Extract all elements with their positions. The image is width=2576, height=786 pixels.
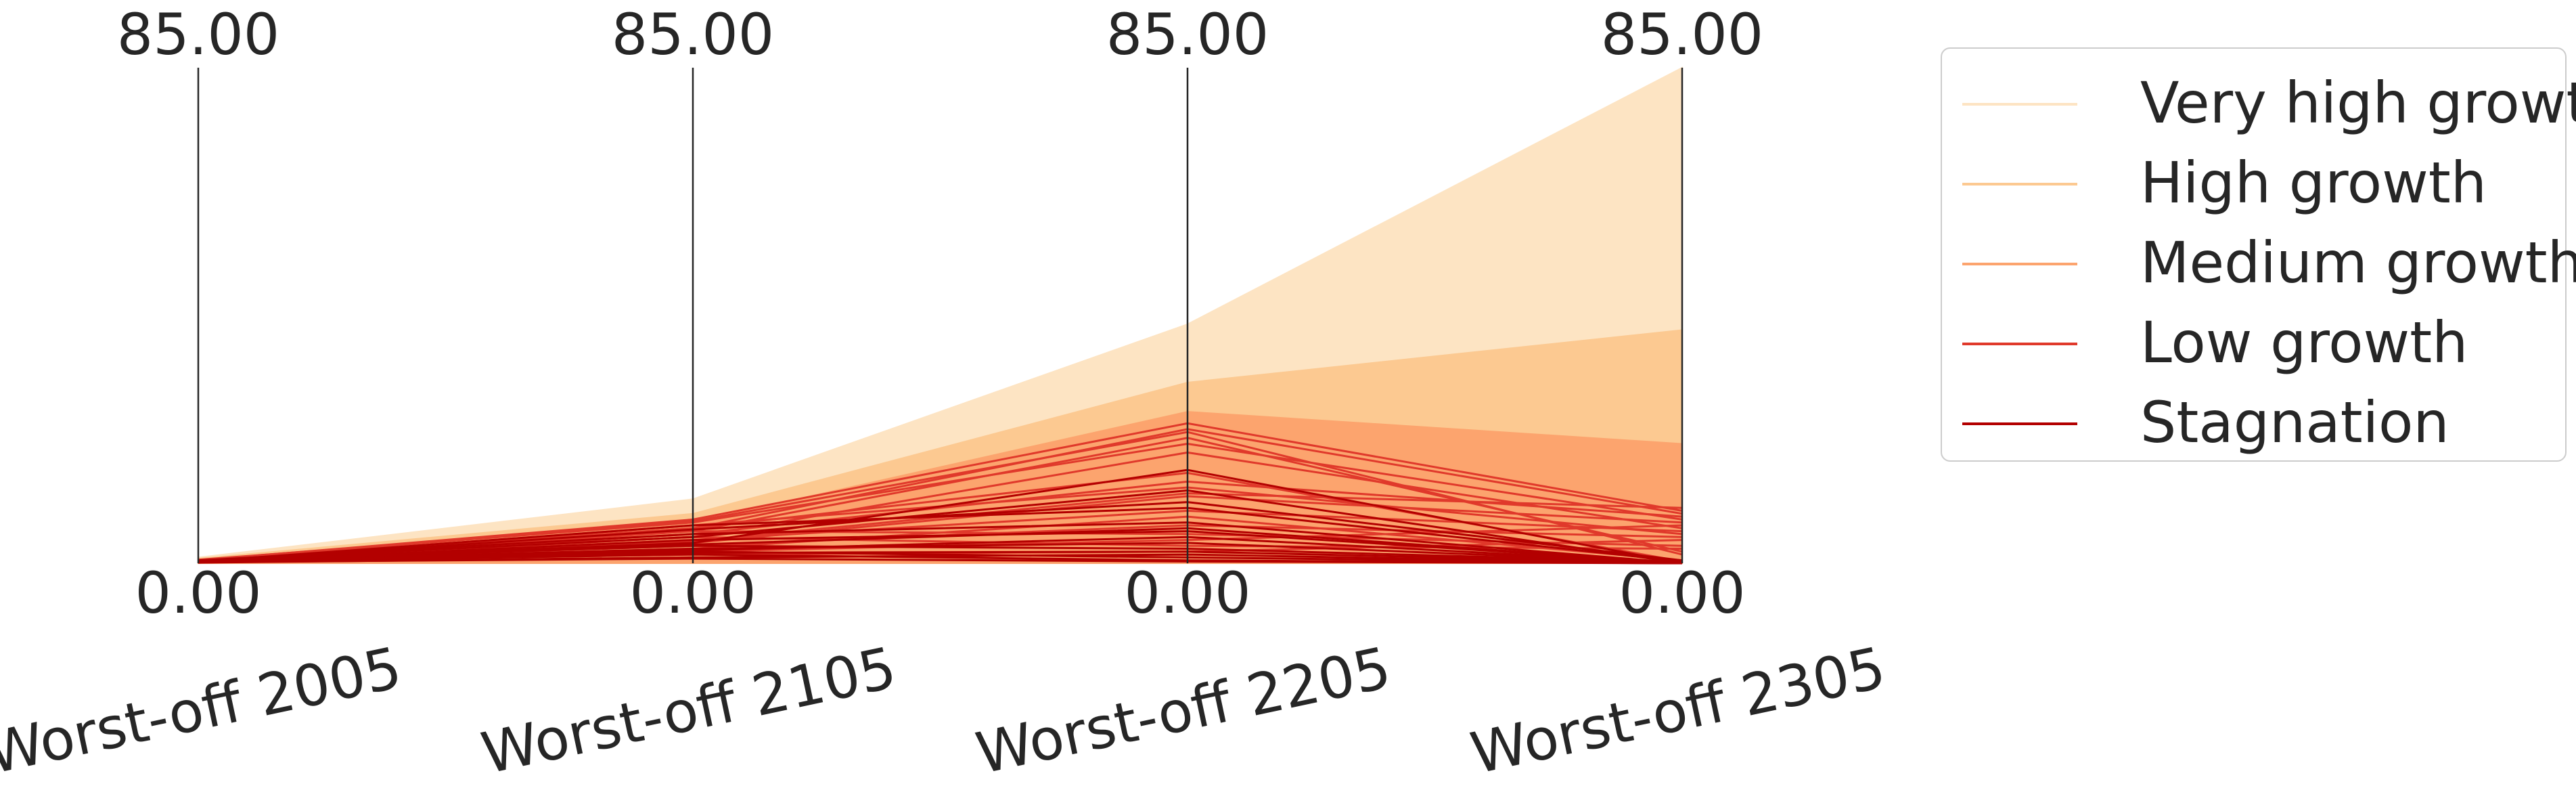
legend-label: Very high growth <box>2140 70 2576 136</box>
axis-bottom-tick-1: 0.00 <box>629 560 756 626</box>
legend-item-medium-growth: Medium growth <box>1962 229 2576 297</box>
legend-label: High growth <box>2140 150 2487 216</box>
line-stagnation-4 <box>198 542 1683 564</box>
axis-top-tick-1: 85.00 <box>612 1 774 68</box>
legend-swatch <box>1962 263 2077 265</box>
line-low-growth-16 <box>198 431 1683 563</box>
line-stagnation-8 <box>198 489 1683 565</box>
series-bands <box>198 66 1683 564</box>
series-lines <box>198 422 1683 565</box>
axis-bottom-tick-0: 0.00 <box>135 560 261 626</box>
axis-label-0: Worst-off 2005 <box>0 634 407 786</box>
axis-label-3: Worst-off 2305 <box>1465 634 1891 786</box>
line-low-growth-0 <box>198 422 1683 562</box>
legend-label: Medium growth <box>2140 230 2576 296</box>
legend-item-very-high-growth: Very high growth <box>1962 69 2576 137</box>
axis-bottom-tick-2: 0.00 <box>1124 560 1250 626</box>
legend-swatch <box>1962 343 2077 345</box>
legend-item-low-growth: Low growth <box>1962 309 2558 376</box>
line-stagnation-10 <box>198 501 1683 563</box>
legend-item-high-growth: High growth <box>1962 149 2558 217</box>
legend-item-stagnation: Stagnation <box>1962 389 2558 456</box>
axis-bottom-tick-3: 0.00 <box>1619 560 1745 626</box>
axis-label-1: Worst-off 2105 <box>476 634 901 786</box>
legend: Very high growth High growth Medium grow… <box>1941 47 2576 462</box>
legend-swatch <box>1962 422 2077 425</box>
axis-top-tick-0: 85.00 <box>117 1 279 68</box>
axis-top-tick-3: 85.00 <box>1601 1 1763 68</box>
legend-label: Stagnation <box>2140 389 2449 456</box>
legend-swatch <box>1962 183 2077 185</box>
line-stagnation-12 <box>198 557 1683 565</box>
legend-label: Low growth <box>2140 309 2468 376</box>
axis-label-2: Worst-off 2205 <box>970 634 1396 786</box>
legend-swatch <box>1962 103 2077 106</box>
axis-top-tick-2: 85.00 <box>1106 1 1269 68</box>
line-stagnation-14 <box>198 550 1683 564</box>
line-stagnation-13 <box>198 527 1683 565</box>
line-stagnation-6 <box>198 521 1683 565</box>
